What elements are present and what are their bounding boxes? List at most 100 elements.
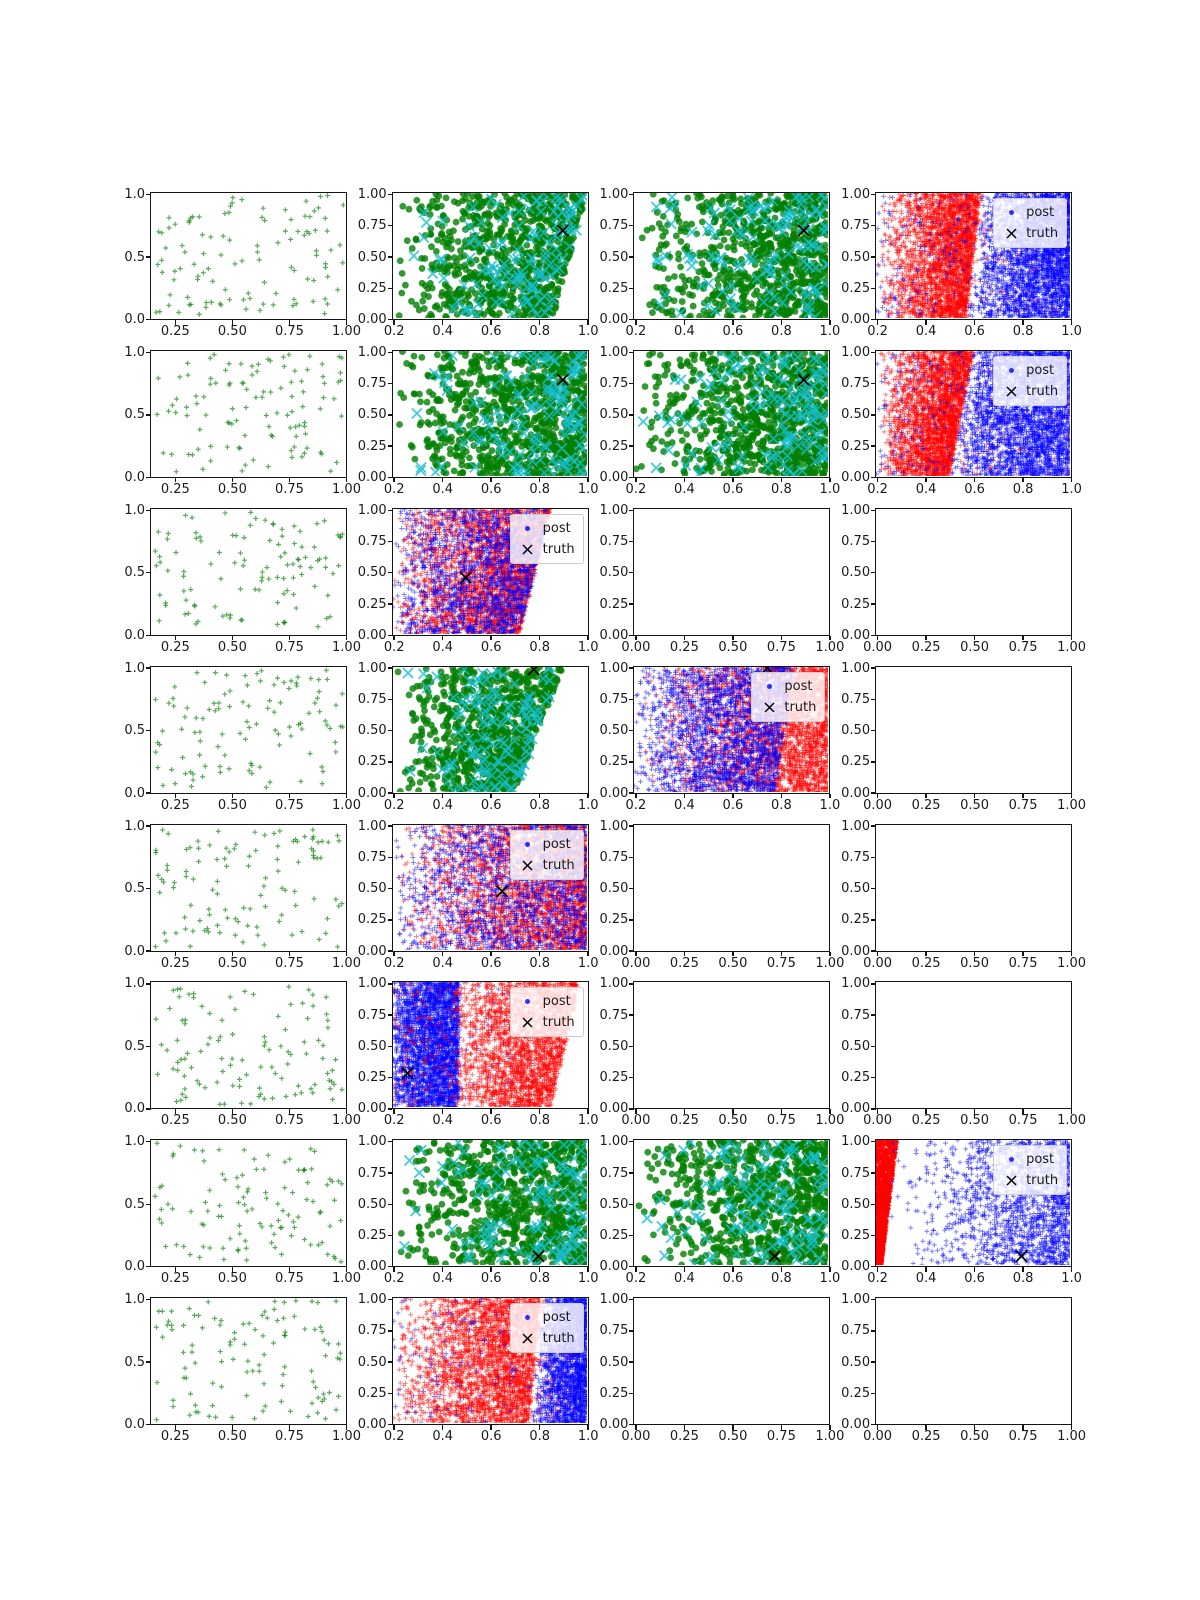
legend-truth-row: truth (513, 1013, 575, 1032)
y-tick-mark (387, 856, 393, 859)
x-tick-label: 0.6 (480, 481, 502, 497)
x-tick-label: 0.6 (964, 1271, 985, 1287)
y-tick-mark (387, 634, 393, 636)
x-tick-label: 0.6 (964, 481, 985, 497)
x-tick-label: 0.25 (669, 639, 699, 655)
x-tick-label: 0.2 (867, 481, 888, 497)
x-tick-mark (683, 1109, 686, 1114)
x-tick-mark (780, 477, 783, 483)
x-tick-mark (925, 320, 927, 325)
y-tick-mark (629, 318, 634, 321)
y-tick-label: 0.25 (841, 596, 871, 612)
x-tick-label: 1.00 (815, 1429, 845, 1445)
scatter-canvas (151, 193, 345, 318)
y-tick-mark (387, 792, 393, 794)
x-tick-label: 0.50 (217, 639, 247, 655)
y-tick-label: 1.0 (124, 976, 145, 992)
x-tick-label: 0.8 (529, 955, 551, 971)
legend-post-label: post (1026, 205, 1055, 220)
x-tick-label: 0.25 (911, 639, 941, 655)
y-tick-label: 0.50 (357, 407, 387, 423)
y-tick-label: 1.0 (124, 1134, 145, 1150)
x-tick-mark (538, 477, 541, 483)
subplot-r4c3: 0.2 0.4 0.6 0.8 1.0 0.00 0.25 0.50 0.75 1.00 post t… (599, 661, 840, 813)
x-tick-label: 1.0 (577, 1429, 599, 1445)
x-tick-label: 1.0 (819, 324, 841, 339)
x-tick-mark (288, 951, 291, 957)
x-tick-label: 0.6 (722, 324, 744, 339)
x-tick-label: 0.50 (960, 797, 990, 813)
legend-post-label: post (784, 678, 813, 694)
y-tick-mark (871, 1014, 876, 1016)
x-tick-mark (780, 1267, 783, 1272)
x-tick-mark (829, 951, 831, 957)
y-tick-mark (387, 1076, 393, 1079)
x-tick-mark (345, 635, 348, 641)
x-tick-label: 0.00 (621, 955, 651, 971)
x-tick-label: 1.0 (819, 1271, 841, 1287)
x-tick-label: 0.8 (771, 324, 792, 339)
x-tick-label: 0.8 (771, 797, 792, 813)
y-tick-label: 1.00 (599, 502, 629, 518)
legend-truth-row: truth (513, 1329, 575, 1348)
x-tick-label: 1.0 (819, 797, 841, 813)
x-tick-label: 1.0 (1061, 324, 1082, 339)
x-tick-mark (1070, 951, 1073, 957)
post-marker-icon (996, 210, 1026, 215)
x-tick-label: 0.50 (217, 1429, 247, 1445)
scatter-canvas (151, 982, 345, 1108)
y-tick-label: 0.50 (841, 1038, 871, 1054)
x-tick-label: 0.2 (867, 324, 888, 339)
y-tick-label: 1.00 (357, 1134, 387, 1150)
x-tick-label: 0.2 (625, 797, 647, 813)
y-tick-mark (871, 1392, 876, 1395)
y-tick-mark (629, 193, 634, 196)
y-tick-mark (629, 256, 634, 258)
scatter-canvas (876, 666, 1071, 792)
x-tick-mark (876, 477, 879, 483)
subplot-r5c4: 0.00 0.25 0.50 0.75 1.00 0.00 0.25 0.50 0.75 1.00 (841, 819, 1086, 971)
x-tick-label: 0.25 (160, 955, 190, 971)
x-tick-mark (587, 320, 589, 325)
x-tick-label: 0.25 (911, 1113, 941, 1129)
legend-post-row: post (754, 677, 816, 696)
x-tick-label: 0.75 (274, 1271, 304, 1287)
x-tick-mark (829, 635, 831, 641)
subplot-r8c2: 0.2 0.4 0.6 0.8 1.0 0.00 0.25 0.50 0.75 1.00 post t… (358, 1292, 599, 1444)
y-tick-label: 0.50 (841, 1196, 871, 1212)
x-tick-label: 1.00 (815, 955, 845, 971)
x-tick-label: 0.75 (1008, 955, 1038, 971)
y-tick-mark (146, 193, 151, 196)
scatter-canvas (634, 1298, 829, 1424)
legend-truth-label: truth (542, 541, 575, 557)
y-tick-label: 0.5 (124, 1196, 145, 1212)
x-tick-mark (780, 635, 783, 641)
x-tick-mark (732, 635, 734, 641)
scatter-canvas (876, 1298, 1071, 1424)
post-dot-icon (1008, 1157, 1014, 1163)
x-tick-label: 0.75 (274, 1113, 304, 1129)
subplot-r3c1: 0.25 0.50 0.75 1.00 0.0 0.5 1.0 (124, 503, 361, 655)
x-tick-mark (732, 951, 734, 957)
y-tick-mark (387, 193, 393, 196)
x-tick-mark (973, 477, 976, 483)
y-tick-mark (146, 414, 151, 416)
y-tick-label: 0.75 (599, 1323, 629, 1339)
y-tick-mark (629, 1298, 634, 1301)
legend-post-label: post (542, 994, 571, 1010)
y-tick-label: 0.25 (599, 280, 629, 296)
y-tick-label: 0.50 (357, 1038, 387, 1054)
x-tick-mark (587, 635, 589, 641)
x-tick-mark (732, 1425, 734, 1430)
x-tick-mark (490, 635, 492, 641)
x-tick-label: 0.6 (480, 639, 502, 655)
legend-post-row: post (513, 835, 575, 854)
x-tick-mark (174, 477, 176, 483)
y-tick-mark (387, 729, 393, 732)
y-tick-mark (629, 382, 634, 385)
x-tick-mark (829, 477, 831, 483)
y-tick-mark (387, 540, 393, 543)
y-tick-mark (146, 1141, 151, 1143)
x-tick-label: 0.00 (621, 639, 651, 655)
x-tick-label: 1.00 (332, 324, 361, 339)
